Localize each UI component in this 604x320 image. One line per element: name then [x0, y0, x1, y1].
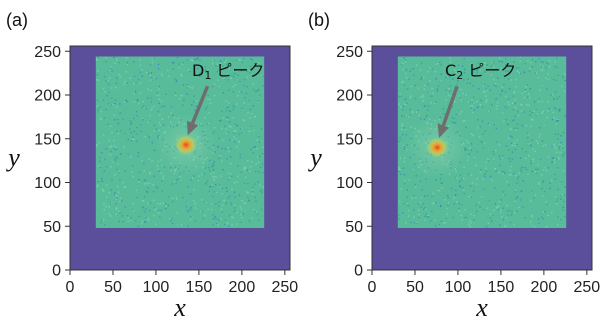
- annotation-arrow-head: [437, 123, 449, 138]
- x-tick-label: 200: [531, 279, 558, 296]
- panel-a: 0 50 100 150 200 250 0 50 100 150 200 250 x y (a) D1 ピーク: [5, 10, 298, 320]
- y-axis-label: y: [5, 143, 20, 172]
- x-tick-label: 100: [143, 279, 170, 296]
- x-axis-label: x: [173, 293, 186, 320]
- x-tick-label: 150: [488, 279, 515, 296]
- annotation-arrow-head: [187, 120, 199, 136]
- y-tick-label: 50: [43, 219, 61, 236]
- x-tick-label: 150: [186, 279, 213, 296]
- annotation-arrow-shaft: [441, 85, 459, 127]
- x-tick-label: 250: [271, 279, 298, 296]
- y-tick-label: 150: [336, 131, 363, 148]
- y-tick-label: 0: [52, 263, 61, 280]
- y-tick-label: 250: [336, 44, 363, 61]
- peak-spot: [426, 137, 449, 158]
- y-tick-label: 0: [354, 263, 363, 280]
- y-tick-label: 100: [336, 175, 363, 192]
- x-tick-label: 50: [104, 279, 122, 296]
- x-axis-label: x: [475, 293, 488, 320]
- x-tick-label: 250: [573, 279, 600, 296]
- plot-frame: [69, 45, 291, 271]
- panel-b: 0 50 100 150 200 250 0 50 100 150 200 250 x y (b) C2 ピーク: [307, 10, 600, 320]
- peak-spot: [175, 134, 198, 155]
- x-tick-label: 100: [445, 279, 472, 296]
- peak-annotation: C2 ピーク: [445, 61, 516, 82]
- peak-annotation: D1 ピーク: [192, 61, 264, 82]
- y-tick-label: 250: [34, 44, 61, 61]
- x-tick-label: 0: [66, 279, 75, 296]
- panel-label: (b): [308, 10, 330, 30]
- y-tick-label: 50: [345, 219, 363, 236]
- y-tick-label: 100: [34, 175, 61, 192]
- plot-frame: [371, 45, 593, 271]
- annotation-arrow-shaft: [190, 85, 210, 124]
- x-tick-label: 0: [368, 279, 377, 296]
- x-tick-label: 50: [406, 279, 424, 296]
- panel-label: (a): [6, 10, 28, 30]
- y-tick-label: 200: [336, 88, 363, 105]
- y-tick-label: 200: [34, 88, 61, 105]
- x-tick-label: 200: [229, 279, 256, 296]
- y-tick-label: 150: [34, 131, 61, 148]
- y-axis-label: y: [307, 143, 322, 172]
